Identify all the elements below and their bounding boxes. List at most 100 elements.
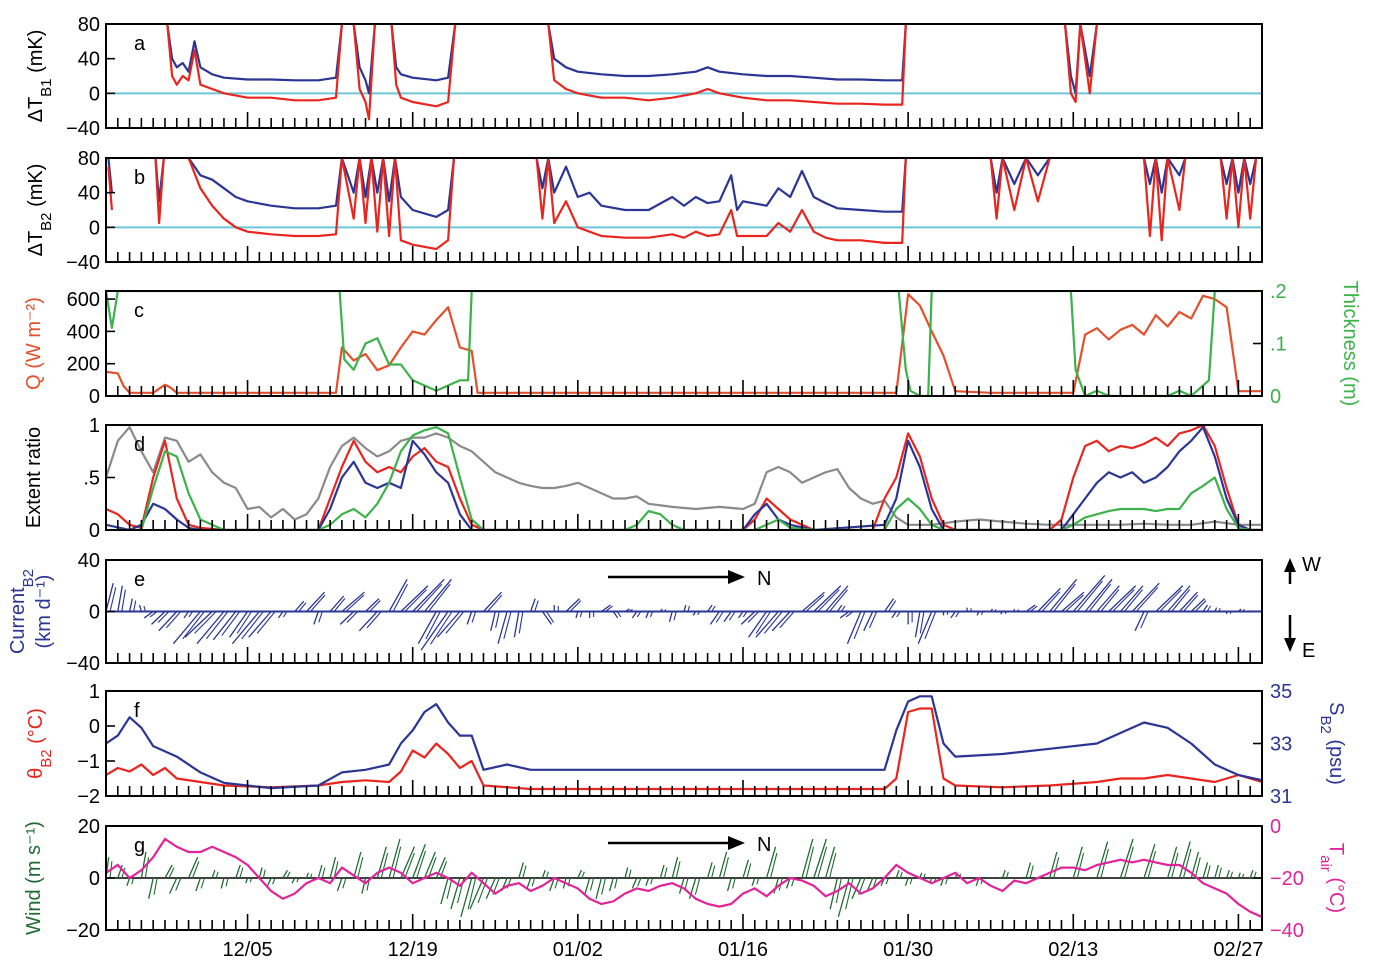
y-right-tick-label: −40 <box>1270 920 1304 942</box>
current-stick <box>1119 585 1144 612</box>
shared-x-axis: 12/05 12/19 01/02 01/16 01/30 02/13 02/27 <box>223 939 1264 961</box>
current-stick <box>445 611 465 634</box>
y-tick-label: −1 <box>77 751 100 773</box>
wind-stick <box>751 877 756 887</box>
series-blue-line <box>547 24 907 82</box>
current-stick <box>188 611 194 618</box>
current-stick <box>976 611 980 616</box>
y-tick-label: 80 <box>78 148 100 170</box>
current-stick <box>1049 578 1078 612</box>
current-stick <box>412 578 445 612</box>
wind-stick <box>329 857 337 879</box>
current-stick <box>183 611 190 619</box>
wind-stick <box>282 869 289 879</box>
current-stick <box>138 604 143 612</box>
y-axis-label: ΔTB1 (mK) <box>25 30 55 123</box>
y-tick-label: −40 <box>66 118 100 140</box>
current-stick <box>497 611 508 644</box>
wind-stick <box>595 877 603 899</box>
series-red-line <box>1063 24 1098 104</box>
wind-stick <box>195 877 201 892</box>
panel-letter: e <box>134 569 145 591</box>
current-stick <box>194 611 217 634</box>
current-stick <box>924 611 937 640</box>
y-tick-label: 1 <box>89 681 100 703</box>
wind-stick <box>388 838 401 879</box>
wind-stick <box>187 856 199 879</box>
series-red-line <box>166 24 343 102</box>
wind-stick <box>589 877 595 891</box>
wind-stick <box>718 851 728 879</box>
plot-area-e <box>106 575 1262 651</box>
y-tick-label: −20 <box>66 920 100 942</box>
wind-stick <box>164 864 173 879</box>
current-stick <box>1096 585 1120 612</box>
current-stick <box>482 591 502 612</box>
current-stick <box>1076 580 1103 612</box>
series-blue-line <box>166 24 343 82</box>
current-stick <box>836 604 843 612</box>
y-tick-label: 0 <box>89 520 100 542</box>
current-stick <box>1088 583 1112 612</box>
panel-f: −2 −1 0 1 31 33 35 f θB2 (°C) SB2 (psu) <box>25 681 1347 808</box>
current-stick <box>980 611 984 616</box>
current-stick <box>805 594 825 612</box>
current-stick <box>121 589 126 612</box>
series-red-line <box>1219 158 1258 229</box>
wind-stick <box>601 877 606 895</box>
y-right-tick-label: −20 <box>1270 868 1304 890</box>
wind-stick <box>1194 857 1201 879</box>
wind-stick <box>140 851 147 879</box>
north-arrow-label: N <box>757 568 771 590</box>
east-arrow-head <box>1284 638 1296 652</box>
y-tick-label: 0 <box>89 217 100 239</box>
current-stick <box>310 594 326 612</box>
current-stick <box>428 583 451 612</box>
wind-stick <box>1119 838 1134 879</box>
wind-stick <box>650 877 654 885</box>
current-stick <box>1167 585 1191 612</box>
series-blue-line <box>187 158 456 218</box>
wind-stick <box>446 877 453 899</box>
current-stick <box>825 585 849 612</box>
x-tick-label: 01/30 <box>883 939 933 961</box>
wind-stick <box>678 877 685 894</box>
current-stick <box>888 600 897 612</box>
x-tick-label: 01/16 <box>718 939 768 961</box>
wind-stick <box>1225 869 1230 879</box>
x-tick-label: 12/05 <box>223 939 273 961</box>
current-stick <box>817 589 840 612</box>
current-stick <box>845 611 854 618</box>
wind-stick <box>211 869 216 879</box>
wind-stick <box>631 877 638 889</box>
current-stick <box>471 611 477 623</box>
current-stick <box>601 604 611 613</box>
current-stick <box>248 611 272 638</box>
north-arrow-head <box>728 570 745 584</box>
current-stick <box>333 598 346 612</box>
plot-area-c <box>106 291 1262 396</box>
series-blue-line <box>390 24 457 82</box>
wind-stick <box>168 867 175 879</box>
wind-stick <box>549 877 555 892</box>
panel-frame <box>105 23 1263 129</box>
y-tick-label: 20 <box>78 816 100 838</box>
y-tick-label: −2 <box>77 786 100 808</box>
wind-stick <box>805 846 815 879</box>
wind-stick <box>1218 867 1222 879</box>
series-green-line <box>106 426 1262 530</box>
current-stick <box>430 611 453 645</box>
panel-letter: c <box>134 300 144 322</box>
wind-stick <box>423 851 436 879</box>
current-stick <box>1134 611 1145 632</box>
current-stick <box>495 611 500 629</box>
wind-stick <box>148 877 154 899</box>
panel-e: −40 0 40 e CurrentB2(km d⁻¹) N W E <box>7 550 1321 675</box>
current-stick <box>709 611 720 625</box>
north-arrow-label: N <box>757 834 771 856</box>
wind-stick <box>1202 862 1209 879</box>
current-stick <box>318 611 323 623</box>
current-stick <box>143 610 154 619</box>
wind-stick <box>400 846 415 879</box>
series-red-line <box>535 158 907 244</box>
